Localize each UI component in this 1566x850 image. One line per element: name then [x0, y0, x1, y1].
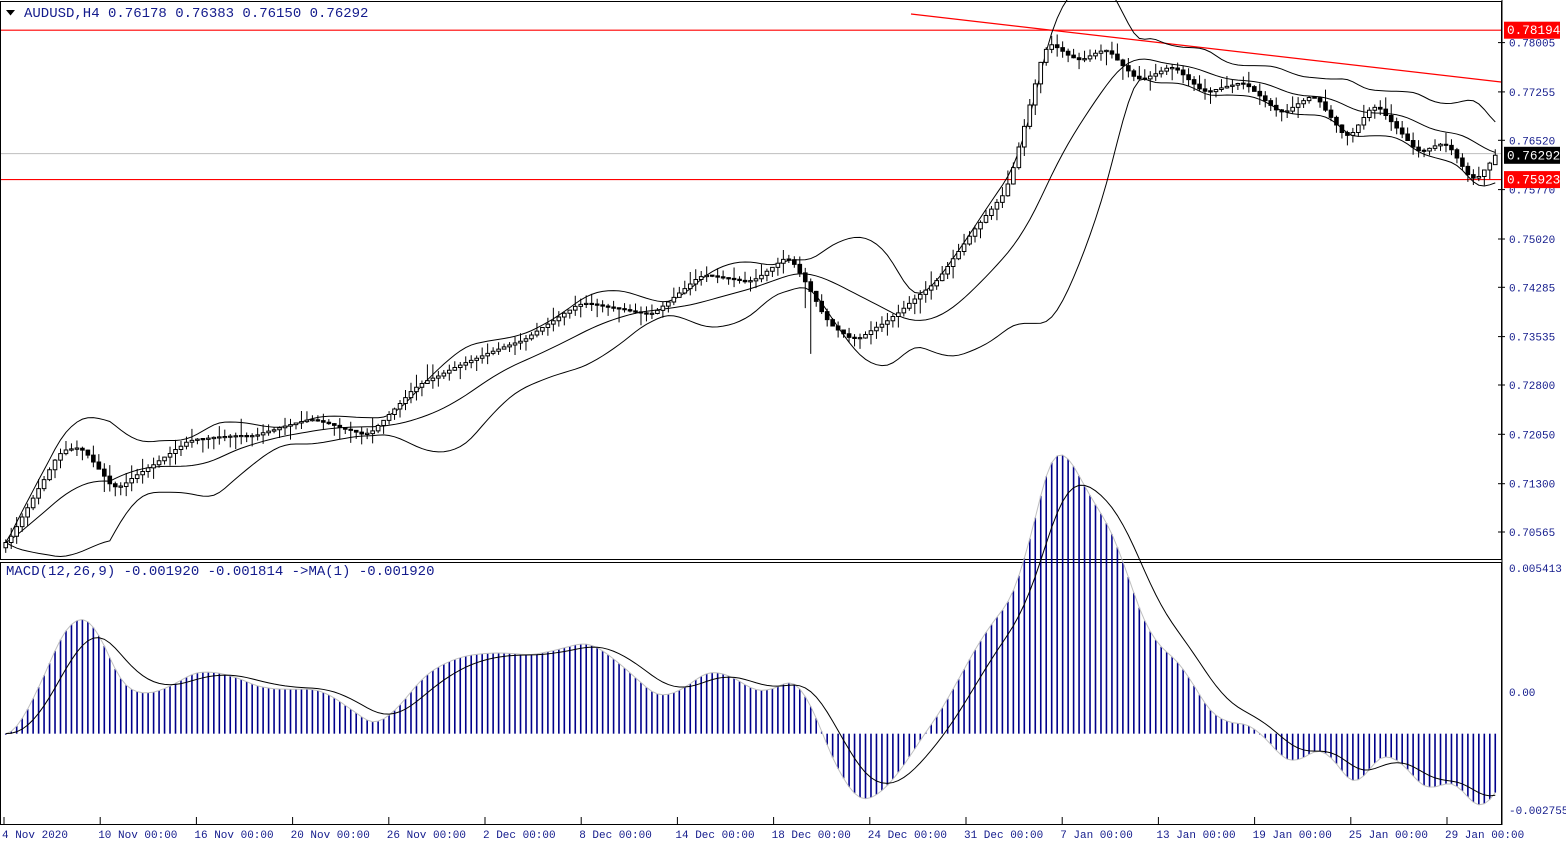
- svg-text:13 Jan 00:00: 13 Jan 00:00: [1156, 830, 1235, 842]
- svg-text:-0.002755: -0.002755: [1509, 806, 1566, 818]
- svg-text:25 Jan 00:00: 25 Jan 00:00: [1349, 830, 1428, 842]
- svg-text:MACD(12,26,9) -0.001920 -0.001: MACD(12,26,9) -0.001920 -0.001814 ->MA(1…: [6, 564, 434, 580]
- svg-text:0.00: 0.00: [1509, 688, 1535, 700]
- svg-text:29 Jan 00:00: 29 Jan 00:00: [1445, 830, 1524, 842]
- svg-text:16 Nov 00:00: 16 Nov 00:00: [194, 830, 273, 842]
- svg-text:8 Dec 00:00: 8 Dec 00:00: [579, 830, 652, 842]
- svg-text:0.72800: 0.72800: [1509, 381, 1555, 393]
- svg-text:18 Dec 00:00: 18 Dec 00:00: [772, 830, 851, 842]
- svg-text:0.76178 0.76383 0.76150 0.7629: 0.76178 0.76383 0.76150 0.76292: [108, 6, 368, 22]
- svg-text:0.78005: 0.78005: [1509, 39, 1555, 51]
- svg-text:19 Jan 00:00: 19 Jan 00:00: [1253, 830, 1332, 842]
- svg-text:0.77255: 0.77255: [1509, 88, 1555, 100]
- svg-text:20 Nov 00:00: 20 Nov 00:00: [291, 830, 370, 842]
- svg-text:0.72050: 0.72050: [1509, 430, 1555, 442]
- svg-text:26 Nov 00:00: 26 Nov 00:00: [387, 830, 466, 842]
- svg-text:0.73535: 0.73535: [1509, 333, 1555, 345]
- svg-text:0.75020: 0.75020: [1509, 235, 1555, 247]
- svg-text:AUDUSD,H4: AUDUSD,H4: [24, 6, 100, 22]
- svg-text:2 Dec 00:00: 2 Dec 00:00: [483, 830, 556, 842]
- svg-text:0.76292: 0.76292: [1507, 148, 1560, 163]
- svg-text:0.005413: 0.005413: [1509, 564, 1562, 576]
- svg-text:0.78194: 0.78194: [1507, 23, 1560, 38]
- svg-text:0.74285: 0.74285: [1509, 283, 1555, 295]
- svg-text:14 Dec 00:00: 14 Dec 00:00: [675, 830, 754, 842]
- svg-text:0.76520: 0.76520: [1509, 136, 1555, 148]
- svg-text:31 Dec 00:00: 31 Dec 00:00: [964, 830, 1043, 842]
- svg-text:0.75923: 0.75923: [1507, 173, 1560, 188]
- svg-text:0.71300: 0.71300: [1509, 480, 1555, 492]
- svg-text:24 Dec 00:00: 24 Dec 00:00: [868, 830, 947, 842]
- svg-text:10 Nov 00:00: 10 Nov 00:00: [98, 830, 177, 842]
- svg-text:0.70565: 0.70565: [1509, 528, 1555, 540]
- svg-text:7 Jan 00:00: 7 Jan 00:00: [1060, 830, 1133, 842]
- svg-text:4 Nov 2020: 4 Nov 2020: [2, 830, 68, 842]
